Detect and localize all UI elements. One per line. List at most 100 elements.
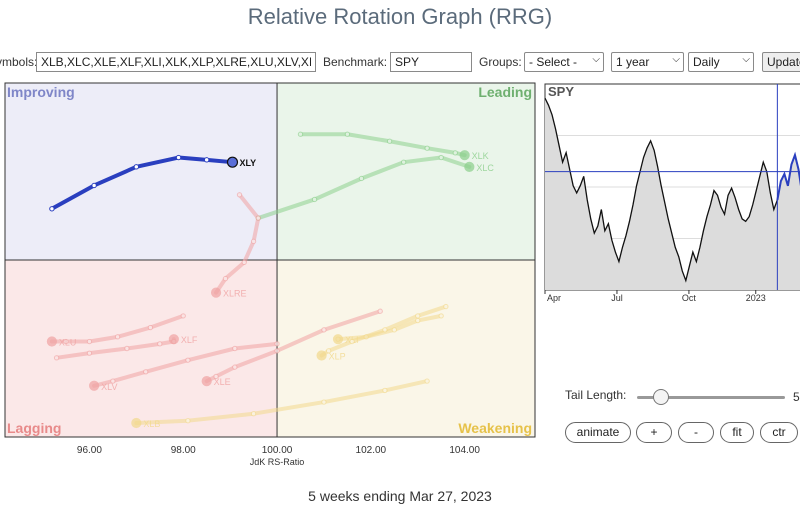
series-head-xlu [46,336,58,347]
spy-x-tick-label: Oct [682,293,697,303]
series-point-xlv-3 [143,369,149,375]
series-head-xlk [459,150,470,161]
period-select[interactable]: 1 year ⌵ [611,52,684,72]
series-point-xlu-2 [114,334,121,340]
symbols-input[interactable] [36,52,316,72]
series-label-xly: XLY [239,158,256,168]
series-point-xlre-3 [241,259,247,266]
series-point-xli-1 [415,317,421,324]
series-point-xlf-1 [86,350,93,356]
series-head-xlp [316,350,327,361]
tail-length-track[interactable] [637,396,785,399]
quadrant-label-improving: Improving [7,84,75,100]
series-point-xly-4 [203,157,210,163]
series-point-xlb-1 [382,387,388,394]
spy-x-tick-label: Jul [611,293,623,303]
series-head-xlv [89,380,100,391]
series-point-xly-1 [91,182,97,189]
series-label-xle: XLE [214,377,231,387]
tail-length-label: Tail Length: [565,388,627,402]
x-axis-label: JdK RS-Ratio [250,457,305,467]
benchmark-input[interactable] [390,52,472,72]
update-button[interactable]: Update [762,52,800,72]
quadrant-improving [5,83,278,260]
series-point-xli-0 [438,313,444,319]
series-point-xlk-3 [424,145,430,151]
x-tick-label: 104.00 [449,445,480,456]
fit-button[interactable]: fit [720,422,754,443]
frequency-select-value: Daily [693,55,720,69]
groups-label: Groups: [479,55,522,69]
period-select-value: 1 year [616,55,650,69]
spy-highlight-line [776,151,800,201]
series-label-xlb: XLB [143,419,160,429]
series-label-xlf: XLF [181,335,198,345]
tail-length-control: Tail Length: 5 [565,388,800,405]
series-point-xlv-4 [110,378,116,384]
series-label-xlv: XLV [101,382,117,392]
symbols-label: Symbols: [0,55,38,69]
rrg-chart[interactable]: Improving Leading Lagging Weakening 96.00 98.… [0,80,540,475]
series-point-xlb-0 [424,378,430,384]
spy-chart-title: SPY [548,84,574,99]
series-point-xlb-2 [321,399,327,405]
x-tick-label: 98.00 [171,445,196,456]
series-point-xlre-2 [250,238,257,245]
chevron-down-icon: ⌵ [742,54,750,65]
series-point-xlp-2 [382,327,388,333]
spy-x-tick-label: 2023 [746,293,766,303]
spy-area-fill [545,98,800,290]
spy-price-line [544,97,778,283]
series-tail-xlv [92,341,280,388]
series-point-xlp-1 [415,313,421,319]
chevron-down-icon: ⌵ [672,54,680,65]
series-point-xly-3 [175,154,182,161]
series-point-xly-0 [49,206,55,212]
series-label-xlk: XLK [472,151,489,161]
series-point-xle-0 [377,308,383,314]
quadrant-label-leading: Leading [478,84,532,100]
series-label-xlu: XLU [59,338,77,348]
series-point-xlp-0 [443,303,449,310]
page-title: Relative Rotation Graph (RRG) [247,4,553,29]
benchmark-label: Benchmark: [323,55,388,69]
series-point-xlv-0 [274,341,280,347]
series-point-xlc-2 [358,175,365,182]
series-head-xlb [131,417,142,429]
series-point-xlk-4 [452,150,458,156]
toolbar: Symbols: Benchmark: Groups: - Select - ⌵… [0,50,800,74]
series-point-xlk-0 [297,131,304,137]
series-point-xlc-4 [438,154,444,161]
series-point-xlre-1 [255,215,261,221]
series-tail-xly [49,155,235,211]
quadrant-weakening [277,260,535,437]
center-button[interactable]: ctr [760,422,798,443]
series-point-xlp-3 [349,338,355,345]
series-point-xlu-0 [180,313,186,319]
series-point-xlu-1 [147,324,154,331]
animate-button[interactable]: animate [565,422,631,443]
tail-length-slider-handle[interactable] [653,389,669,405]
series-point-xlre-0 [236,192,243,198]
series-label-xlre: XLRE [223,289,247,299]
series-tail-xlb [134,379,430,426]
series-tail-xlc [256,155,472,221]
zoom-out-button[interactable]: - [678,422,714,443]
zoom-in-button[interactable]: + [636,422,672,443]
quadrant-label-lagging: Lagging [7,420,61,436]
groups-select[interactable]: - Select - ⌵ [524,52,604,72]
spy-x-tick-label: Apr [547,293,561,303]
x-tick-label: 96.00 [77,445,102,456]
x-tick-label: 102.00 [356,445,387,456]
series-head-xly [226,156,239,168]
series-point-xlv-1 [232,345,238,352]
series-point-xlk-1 [344,131,351,137]
tail-length-value: 5 [793,390,800,404]
frequency-select[interactable]: Daily ⌵ [688,52,754,72]
series-point-xlk-2 [386,138,393,144]
spy-price-chart: SPY Apr Jul Oct 2023 [544,83,800,303]
quadrant-leading [277,83,535,260]
series-point-xlf-3 [157,341,163,347]
series-head-xlre [210,287,222,298]
series-point-xlb-4 [185,417,191,424]
